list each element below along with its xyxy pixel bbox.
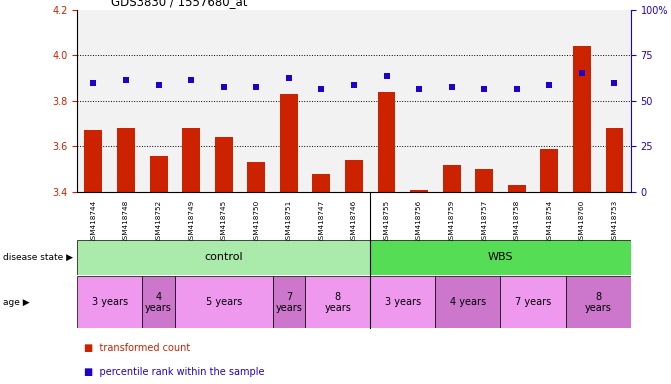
FancyBboxPatch shape	[77, 240, 370, 275]
Text: control: control	[205, 252, 243, 262]
FancyBboxPatch shape	[370, 276, 435, 328]
Point	[381, 73, 392, 79]
Text: 7 years: 7 years	[515, 297, 551, 308]
Bar	[215, 137, 233, 192]
Text: WBS: WBS	[488, 252, 513, 262]
Point	[446, 84, 457, 90]
Bar	[475, 169, 493, 192]
FancyBboxPatch shape	[305, 276, 370, 328]
Text: 7
years: 7 years	[275, 291, 302, 313]
FancyBboxPatch shape	[175, 276, 272, 328]
Point	[88, 79, 99, 86]
Bar	[313, 174, 330, 192]
Bar	[85, 131, 103, 192]
Bar	[573, 46, 591, 192]
Text: 8
years: 8 years	[324, 291, 351, 313]
Point	[186, 77, 197, 83]
Text: 3 years: 3 years	[92, 297, 127, 308]
FancyBboxPatch shape	[272, 276, 305, 328]
Text: disease state ▶: disease state ▶	[3, 253, 73, 262]
Text: 3 years: 3 years	[384, 297, 421, 308]
Point	[349, 82, 360, 88]
Bar	[117, 128, 135, 192]
FancyBboxPatch shape	[566, 276, 631, 328]
Point	[251, 84, 262, 90]
Point	[414, 86, 425, 93]
Text: 8
years: 8 years	[584, 291, 611, 313]
Point	[283, 75, 294, 81]
Bar	[378, 92, 395, 192]
Bar	[280, 94, 298, 192]
Bar	[183, 128, 200, 192]
Bar	[410, 190, 428, 192]
Point	[479, 86, 490, 93]
Text: ■  percentile rank within the sample: ■ percentile rank within the sample	[84, 367, 264, 377]
FancyBboxPatch shape	[142, 276, 175, 328]
Point	[511, 86, 522, 93]
Point	[218, 84, 229, 90]
Bar	[540, 149, 558, 192]
Point	[316, 86, 327, 93]
FancyBboxPatch shape	[435, 276, 501, 328]
Bar	[345, 160, 363, 192]
Text: GDS3830 / 1557680_at: GDS3830 / 1557680_at	[111, 0, 247, 8]
Point	[153, 82, 164, 88]
Bar	[508, 185, 525, 192]
FancyBboxPatch shape	[77, 276, 142, 328]
Bar	[248, 162, 265, 192]
Bar	[605, 128, 623, 192]
Point	[121, 77, 132, 83]
Bar	[150, 156, 168, 192]
Text: 4
years: 4 years	[145, 291, 172, 313]
FancyBboxPatch shape	[501, 276, 566, 328]
Point	[609, 79, 620, 86]
Point	[544, 82, 555, 88]
Bar	[443, 165, 460, 192]
FancyBboxPatch shape	[370, 240, 631, 275]
Text: 5 years: 5 years	[205, 297, 242, 308]
Text: age ▶: age ▶	[3, 298, 30, 307]
Text: ■  transformed count: ■ transformed count	[84, 343, 190, 353]
Text: 4 years: 4 years	[450, 297, 486, 308]
Point	[576, 70, 587, 76]
